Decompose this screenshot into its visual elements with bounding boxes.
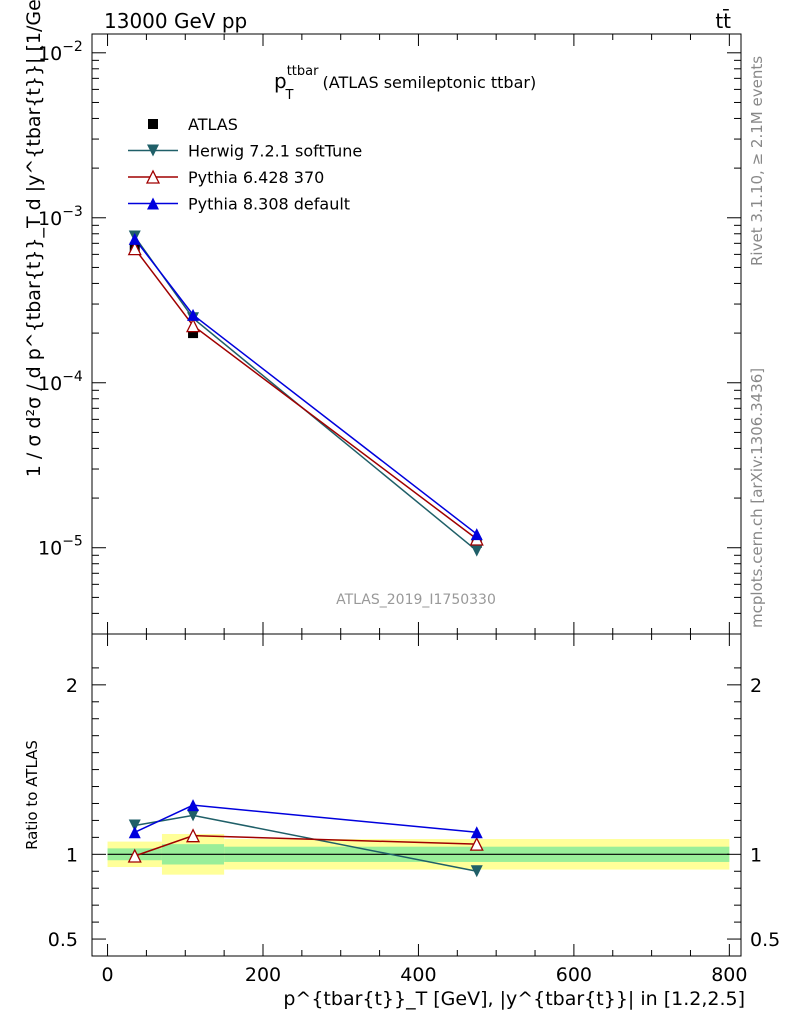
y-axis-label-main: 1 / σ d²σ / d p^{tbar{t}}_T d |y^{tbar{t… [23,0,45,477]
header-left: 13000 GeV pp [104,9,247,33]
legend-label-pythia-6-428-370: Pythia 6.428 370 [188,168,324,187]
legend-marker-atlas [148,119,158,129]
ratio-point-herwig-7-2-1-softtune [128,819,141,832]
y-axis-label-ratio: Ratio to ATLAS [23,740,41,850]
ratio-point-pythia-8-308-default [128,826,141,839]
series-line-pythia-6-428-370 [134,248,478,540]
data-point-herwig-7-2-1-softtune [470,544,483,557]
legend-label-atlas: ATLAS [188,115,238,134]
y-tick-label-ratio: 0.5 [48,929,78,951]
x-tick-label: 200 [245,964,281,986]
y-tick-label-ratio: 2 [66,675,78,697]
y-tick-label-main: 10−5 [38,534,83,560]
x-tick-label: 600 [556,964,592,986]
legend-marker-pythia-8-308-default [147,197,159,210]
legend-marker-pythia-6-428-370 [145,169,161,184]
side-label-rivet: Rivet 3.1.10, ≥ 2.1M events [748,56,766,266]
x-tick-label: 400 [400,964,436,986]
plot-title-sub: T [284,88,293,103]
legend-marker-herwig-7-2-1-softtune [147,144,159,157]
watermark: ATLAS_2019_I1750330 [336,592,496,608]
ratio-plot-frame [91,633,742,957]
data-point-pythia-8-308-default [128,232,141,245]
header-right: tt̄ [715,8,731,33]
data-point-pythia-6-428-370 [185,318,201,333]
data-point-pythia-6-428-370 [127,241,142,256]
y-tick-label-main: 10−2 [38,39,83,65]
legend-label-pythia-8-308-default: Pythia 8.308 default [188,195,350,214]
ratio-point-herwig-7-2-1-softtune [187,809,200,822]
y-tick-label-ratio: 1 [66,844,78,866]
plot-title-main: p [274,69,287,93]
plot-title: pttbar T (ATLAS semileptonic ttbar) [274,64,536,103]
plot-title-sup: ttbar [287,64,319,79]
series-line-pythia-8-308-default [134,238,478,535]
ratio-point-pythia-8-308-default [470,826,483,839]
side-label-mcplots: mcplots.cern.ch [arXiv:1306.3436] [748,368,766,628]
ratio-line-pythia-8-308-default [134,804,477,834]
x-axis-label: p^{tbar{t}}_T [GeV], |y^{tbar{t}}| in [1… [283,988,745,1010]
series-line-herwig-7-2-1-softtune [134,236,478,552]
ratio-point-pythia-6-428-370 [469,836,484,851]
ratio-point-pythia-6-428-370 [127,848,142,863]
ratio-point-pythia-6-428-370 [185,828,201,843]
ratio-bands [107,833,730,875]
data-point-atlas [188,328,199,339]
legend: ATLAS Herwig 7.2.1 softTune Pythia 6.428 3… [128,115,362,214]
series-markers [127,230,484,878]
plot-title-suffix: (ATLAS semileptonic ttbar) [317,73,536,92]
y-tick-label-ratio-right: 2 [750,675,762,697]
series-lines [134,236,478,872]
data-point-pythia-8-308-default [470,528,483,541]
x-tick-label: 800 [711,964,747,986]
y-tick-label-ratio-right: 0.5 [750,929,780,951]
ratio-point-pythia-8-308-default [187,799,200,812]
ratio-point-herwig-7-2-1-softtune [470,865,483,878]
data-point-pythia-8-308-default [187,308,200,321]
x-tick-label: 0 [101,964,113,986]
legend-label-herwig-7-2-1-softtune: Herwig 7.2.1 softTune [188,142,362,161]
y-tick-label-ratio-right: 1 [750,844,762,866]
